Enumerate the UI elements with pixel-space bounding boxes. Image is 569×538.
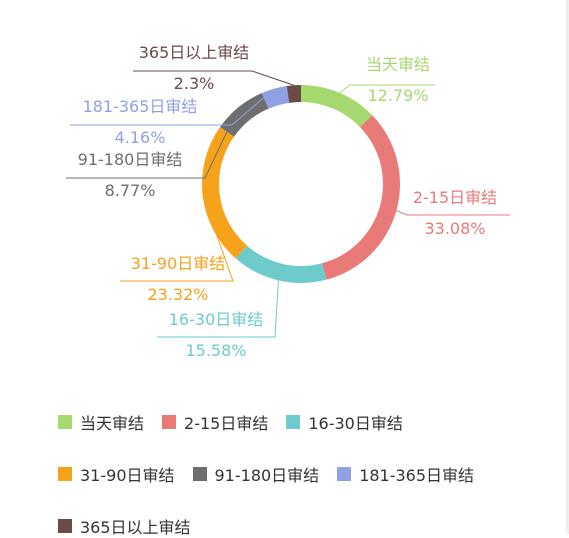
slice-percent-5: 8.77% xyxy=(105,181,156,200)
label-line-7 xyxy=(133,70,295,86)
legend-label: 91-180日审结 xyxy=(214,466,320,485)
slice-6[interactable] xyxy=(261,86,290,109)
legend-swatch xyxy=(286,415,301,429)
legend-item-4[interactable]: 31-90日审结 xyxy=(58,462,175,486)
legend-label: 181-365日审结 xyxy=(359,466,475,485)
label-line-3 xyxy=(157,280,279,338)
slice-label-6: 181-365日审结 xyxy=(83,97,198,116)
label-line-4 xyxy=(120,195,234,282)
slice-2[interactable] xyxy=(322,115,400,280)
slice-percent-4: 23.32% xyxy=(147,285,208,304)
label-line-1 xyxy=(339,84,435,94)
legend-label: 31-90日审结 xyxy=(80,466,175,485)
label-line-2 xyxy=(396,210,510,216)
legend-item-2[interactable]: 2-15日审结 xyxy=(162,410,268,434)
legend-item-3[interactable]: 16-30日审结 xyxy=(286,410,403,434)
legend-swatch xyxy=(58,467,72,481)
slice-percent-7: 2.3% xyxy=(174,74,215,93)
slice-label-4: 31-90日审结 xyxy=(131,254,226,273)
legend-swatch xyxy=(337,467,352,481)
slice-percent-3: 15.58% xyxy=(185,341,246,360)
legend: 当天审结 2-15日审结 16-30日审结 31-90日审结 91-180日审结 181-… xyxy=(58,410,528,538)
slice-label-2: 2-15日审结 xyxy=(413,188,497,207)
slice-label-1: 当天审结 xyxy=(366,55,430,74)
slice-percent-1: 12.79% xyxy=(367,86,428,105)
legend-swatch xyxy=(58,415,72,429)
legend-swatch xyxy=(192,467,207,481)
slice-3[interactable] xyxy=(235,245,327,283)
legend-label: 当天审结 xyxy=(80,414,145,433)
legend-item-7[interactable]: 365日以上审结 xyxy=(58,514,191,538)
slice-label-7: 365日以上审结 xyxy=(139,43,250,62)
label-line-5 xyxy=(66,106,240,179)
panel-edge xyxy=(566,0,569,534)
slice-percent-6: 4.16% xyxy=(115,128,166,147)
slice-label-3: 16-30日审结 xyxy=(169,310,264,329)
legend-item-1[interactable]: 当天审结 xyxy=(58,410,144,434)
slice-label-5: 91-180日审结 xyxy=(78,150,183,169)
slice-7[interactable] xyxy=(286,85,301,103)
slice-1[interactable] xyxy=(301,85,373,128)
legend-item-5[interactable]: 91-180日审结 xyxy=(192,462,320,486)
slice-4[interactable] xyxy=(202,126,247,259)
legend-swatch xyxy=(58,519,72,533)
label-line-6 xyxy=(70,88,275,126)
legend-label: 365日以上审结 xyxy=(80,518,191,537)
legend-swatch xyxy=(162,415,177,429)
slice-percent-2: 33.08% xyxy=(424,219,485,238)
legend-label: 16-30日审结 xyxy=(308,414,403,433)
legend-item-6[interactable]: 181-365日审结 xyxy=(337,462,474,486)
legend-label: 2-15日审结 xyxy=(184,414,269,433)
